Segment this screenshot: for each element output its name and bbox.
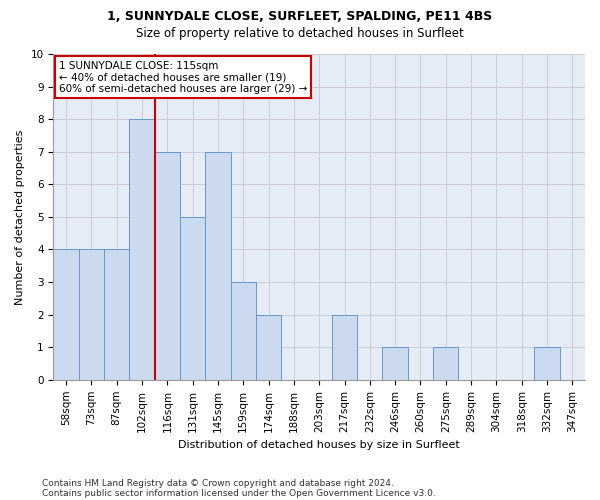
Bar (332, 314, 357, 380)
Bar (230, 282, 256, 380)
Bar (53, 250, 79, 380)
Bar (205, 152, 230, 380)
Y-axis label: Number of detached properties: Number of detached properties (15, 129, 25, 304)
Bar (130, 119, 155, 380)
Bar (382, 347, 408, 380)
Bar (256, 314, 281, 380)
Text: Contains public sector information licensed under the Open Government Licence v3: Contains public sector information licen… (42, 488, 436, 498)
Text: Contains HM Land Registry data © Crown copyright and database right 2024.: Contains HM Land Registry data © Crown c… (42, 478, 394, 488)
Text: 1, SUNNYDALE CLOSE, SURFLEET, SPALDING, PE11 4BS: 1, SUNNYDALE CLOSE, SURFLEET, SPALDING, … (107, 10, 493, 23)
Bar (104, 250, 130, 380)
Bar (79, 250, 104, 380)
Bar (155, 152, 180, 380)
Bar (535, 347, 560, 380)
Text: 1 SUNNYDALE CLOSE: 115sqm
← 40% of detached houses are smaller (19)
60% of semi-: 1 SUNNYDALE CLOSE: 115sqm ← 40% of detac… (59, 60, 307, 94)
X-axis label: Distribution of detached houses by size in Surfleet: Distribution of detached houses by size … (178, 440, 460, 450)
Bar (433, 347, 458, 380)
Bar (180, 217, 205, 380)
Text: Size of property relative to detached houses in Surfleet: Size of property relative to detached ho… (136, 28, 464, 40)
